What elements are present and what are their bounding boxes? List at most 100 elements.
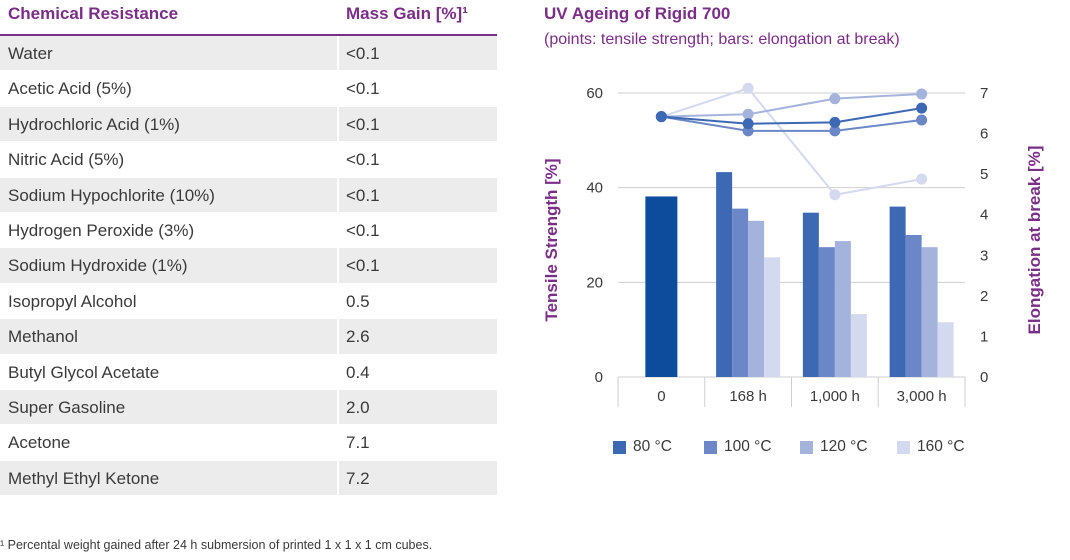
series-point <box>742 82 754 94</box>
y-right-tick-label: 7 <box>980 85 988 102</box>
series-point <box>916 114 928 126</box>
chemical-name: Sodium Hypochlorite (10%) <box>8 185 215 205</box>
chemical-name: Water <box>8 44 53 63</box>
mass-gain-cell: <0.1 <box>339 248 497 283</box>
table-row: Super Gasoline 2.0 <box>0 389 497 426</box>
series-point <box>829 189 841 201</box>
y-right-tick-label: 0 <box>980 369 988 386</box>
bar-160c-3 <box>937 322 954 377</box>
series-point <box>916 88 928 100</box>
chemical-cell: Acetic Acid (5%) <box>0 71 337 105</box>
chemical-name: Acetic Acid (5%) <box>8 79 132 99</box>
table-row: Butyl Glycol Acetate 0.4 <box>0 355 497 390</box>
mass-gain-value: <0.1 <box>346 220 380 240</box>
series-point <box>742 118 754 130</box>
mass-gain-value: <0.1 <box>346 150 380 170</box>
mass-gain-value: <0.1 <box>346 114 380 134</box>
bar-80c-2 <box>802 212 819 377</box>
chart-subtitle: (points: tensile strength; bars: elongat… <box>544 31 900 48</box>
chemical-name: Methanol <box>8 327 78 347</box>
bar-100c-3 <box>905 235 922 377</box>
mass-gain-cell: <0.1 <box>339 213 497 247</box>
y-right-tick-label: 4 <box>980 207 988 224</box>
legend-label: 80 °C <box>633 438 672 455</box>
chemical-name: Sodium Hydroxide (1%) <box>8 256 188 276</box>
legend-label: 100 °C <box>724 438 772 455</box>
series-point <box>916 173 928 185</box>
bar-120c-2 <box>834 241 851 377</box>
chemical-cell: Sodium Hydroxide (1%) <box>0 248 337 283</box>
table-row: Isopropyl Alcohol 0.5 <box>0 284 497 320</box>
y-left-axis-label: Tensile Strength [%] <box>542 158 561 321</box>
bar-80c-3 <box>889 206 906 377</box>
table-row: Methyl Ethyl Ketone 7.2 <box>0 460 497 497</box>
chemical-name: Nitric Acid (5%) <box>8 150 125 170</box>
mass-gain-value: 7.1 <box>346 433 370 453</box>
series-point <box>742 108 754 120</box>
series-point <box>829 93 841 105</box>
chemical-cell: Hydrochloric Acid (1%) <box>0 106 337 142</box>
mass-gain-value: 2.6 <box>346 327 370 347</box>
mass-gain-value: 2.0 <box>346 397 370 417</box>
x-tick-label: 168 h <box>729 388 767 405</box>
y-right-tick-label: 6 <box>980 126 988 143</box>
mass-gain-cell: 2.6 <box>339 319 497 354</box>
series-line <box>661 115 922 132</box>
mass-gain-cell: <0.1 <box>339 36 497 71</box>
bar-120c-3 <box>921 247 938 377</box>
chemical-name: Hydrogen Peroxide (3%) <box>8 220 195 240</box>
series-line <box>661 92 922 118</box>
series-point <box>916 102 928 114</box>
chemical-cell: Methyl Ethyl Ketone <box>0 460 337 496</box>
chemical-cell: Water <box>0 36 337 71</box>
bar-80c-1 <box>716 172 733 377</box>
chemical-cell: Methanol <box>0 319 337 354</box>
mass-gain-cell: <0.1 <box>339 177 497 212</box>
chemical-name: Super Gasoline <box>8 397 126 417</box>
chemical-name: Methyl Ethyl Ketone <box>8 468 160 488</box>
x-tick-label: 3,000 h <box>897 388 947 405</box>
mass-gain-cell: <0.1 <box>339 142 497 176</box>
table-row: Acetone 7.1 <box>0 425 497 461</box>
legend-swatch <box>800 441 813 454</box>
legend-swatch <box>897 441 910 454</box>
legend-swatch <box>613 441 626 454</box>
chemical-cell: Sodium Hypochlorite (10%) <box>0 177 337 212</box>
x-tick-label: 0 <box>657 388 665 405</box>
mass-gain-value: <0.1 <box>346 256 380 276</box>
y-left-tick-label: 20 <box>586 274 603 291</box>
mass-gain-value: <0.1 <box>346 79 380 99</box>
bar-160c-1 <box>764 257 781 377</box>
y-left-tick-label: 0 <box>595 369 603 386</box>
mass-gain-cell: 7.2 <box>339 460 497 496</box>
chemical-name: Hydrochloric Acid (1%) <box>8 114 180 134</box>
table-footnote: ¹ Percental weight gained after 24 h sub… <box>0 538 433 552</box>
table-row: Nitric Acid (5%) <0.1 <box>0 142 497 178</box>
y-left-tick-label: 60 <box>586 85 603 102</box>
y-right-tick-label: 3 <box>980 247 988 264</box>
table-row: Hydrogen Peroxide (3%) <0.1 <box>0 213 497 249</box>
baseline-point <box>655 111 667 123</box>
bar-100c-1 <box>732 208 749 377</box>
header-mass-gain: Mass Gain [%]¹ <box>346 4 468 23</box>
bar-100c-2 <box>818 247 835 377</box>
y-right-tick-label: 2 <box>980 288 988 305</box>
bar-baseline <box>645 196 678 377</box>
mass-gain-value: <0.1 <box>346 44 380 63</box>
table-row: Sodium Hypochlorite (10%) <0.1 <box>0 177 497 213</box>
table-row: Hydrochloric Acid (1%) <0.1 <box>0 106 497 143</box>
bar-120c-1 <box>748 220 765 377</box>
table-row: Sodium Hydroxide (1%) <0.1 <box>0 248 497 284</box>
chemical-cell: Hydrogen Peroxide (3%) <box>0 213 337 247</box>
table-row: Acetic Acid (5%) <0.1 <box>0 71 497 107</box>
series-point <box>829 125 841 137</box>
mass-gain-value: 0.5 <box>346 291 370 311</box>
legend-label: 120 °C <box>820 438 868 455</box>
mass-gain-cell: <0.1 <box>339 106 497 142</box>
chemical-name: Butyl Glycol Acetate <box>8 362 160 382</box>
chemical-cell: Super Gasoline <box>0 389 337 425</box>
mass-gain-cell: <0.1 <box>339 71 497 105</box>
series-line <box>661 107 922 125</box>
mass-gain-cell: 2.0 <box>339 389 497 425</box>
bar-160c-2 <box>850 314 867 377</box>
